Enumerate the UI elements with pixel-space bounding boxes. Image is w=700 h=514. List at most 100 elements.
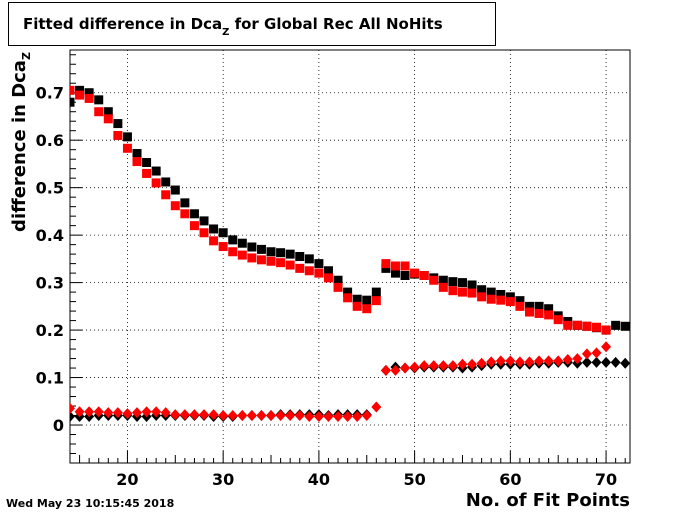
data-point-square bbox=[70, 97, 75, 107]
data-point-diamond bbox=[371, 401, 382, 413]
data-point-square bbox=[170, 201, 180, 211]
data-point-diamond bbox=[581, 348, 592, 360]
data-point-square bbox=[477, 292, 487, 302]
data-point-diamond bbox=[447, 360, 458, 372]
data-point-diamond bbox=[610, 356, 621, 368]
data-point-square bbox=[209, 224, 219, 234]
data-point-square bbox=[410, 268, 420, 278]
data-point-square bbox=[362, 295, 372, 305]
data-point-square bbox=[467, 280, 477, 290]
data-point-diamond bbox=[70, 402, 75, 414]
chart-title-main: Fitted difference in Dca bbox=[23, 15, 223, 33]
x-tick-label: 50 bbox=[403, 470, 425, 489]
data-point-square bbox=[371, 287, 381, 297]
grid-lines bbox=[70, 50, 630, 463]
data-point-square bbox=[371, 296, 381, 306]
data-point-square bbox=[390, 268, 400, 278]
data-point-square bbox=[142, 168, 152, 178]
data-point-diamond bbox=[476, 357, 487, 369]
data-point-square bbox=[333, 275, 343, 285]
data-point-diamond bbox=[581, 356, 592, 368]
data-point-square bbox=[199, 228, 209, 238]
data-point-diamond bbox=[199, 409, 210, 421]
data-point-square bbox=[524, 301, 534, 311]
data-point-square bbox=[419, 270, 429, 280]
data-point-square bbox=[161, 190, 171, 200]
x-axis-label: No. of Fit Points bbox=[465, 490, 630, 511]
data-point-diamond bbox=[323, 410, 334, 422]
data-point-square bbox=[237, 238, 247, 248]
data-point-square bbox=[333, 282, 343, 292]
data-point-diamond bbox=[304, 410, 315, 422]
y-tick-label: 0 bbox=[53, 416, 64, 435]
data-point-square bbox=[218, 242, 228, 252]
data-point-diamond bbox=[390, 364, 401, 376]
data-point-square bbox=[113, 119, 123, 129]
data-point-square bbox=[611, 320, 621, 330]
plot-frame bbox=[69, 49, 631, 464]
data-point-diamond bbox=[361, 410, 372, 422]
data-point-square bbox=[237, 250, 247, 260]
data-point-square bbox=[524, 307, 534, 317]
data-point-square bbox=[228, 247, 238, 257]
data-point-square bbox=[544, 310, 554, 320]
data-point-square bbox=[285, 249, 295, 259]
data-point-square bbox=[448, 286, 458, 296]
data-point-square bbox=[151, 178, 161, 188]
data-point-diamond bbox=[505, 355, 516, 367]
data-point-square bbox=[381, 259, 391, 269]
data-point-square bbox=[515, 301, 525, 311]
data-point-square bbox=[103, 114, 113, 124]
data-point-square bbox=[295, 263, 305, 273]
data-point-square bbox=[400, 270, 410, 280]
data-point-square bbox=[352, 294, 362, 304]
data-point-diamond bbox=[457, 358, 468, 370]
data-point-square bbox=[218, 228, 228, 238]
x-tick-label: 20 bbox=[116, 470, 138, 489]
data-point-diamond bbox=[160, 407, 171, 419]
data-point-square bbox=[496, 295, 506, 305]
data-point-diamond bbox=[93, 406, 104, 418]
data-point-square bbox=[276, 248, 286, 258]
data-point-diamond bbox=[170, 409, 181, 421]
data-point-square bbox=[266, 247, 276, 257]
data-point-diamond bbox=[467, 358, 478, 370]
data-point-square bbox=[75, 90, 85, 100]
data-point-square bbox=[247, 253, 257, 263]
y-tick-label: 0.6 bbox=[36, 131, 64, 150]
data-point-diamond bbox=[122, 408, 133, 420]
data-point-diamond bbox=[591, 356, 602, 368]
data-point-diamond bbox=[227, 410, 238, 422]
data-point-square bbox=[534, 301, 544, 311]
data-point-square bbox=[189, 209, 199, 219]
chart-title-box: Fitted difference in DcaZ for Global Rec… bbox=[8, 2, 496, 46]
data-point-square bbox=[122, 143, 132, 153]
x-tick-label: 70 bbox=[595, 470, 617, 489]
data-point-square bbox=[477, 285, 487, 295]
data-point-diamond bbox=[70, 410, 75, 422]
y-tick-label: 0.5 bbox=[36, 179, 64, 198]
y-tick-label: 0.4 bbox=[36, 226, 64, 245]
data-point-square bbox=[343, 293, 353, 303]
data-point-square bbox=[75, 85, 85, 95]
data-point-square bbox=[314, 268, 324, 278]
data-point-square bbox=[572, 320, 582, 330]
data-point-square bbox=[266, 256, 276, 266]
data-point-square bbox=[209, 236, 219, 246]
data-point-square bbox=[400, 261, 410, 271]
data-point-square bbox=[486, 294, 496, 304]
data-point-square bbox=[620, 321, 630, 331]
data-markers bbox=[70, 85, 630, 422]
data-point-diamond bbox=[419, 360, 430, 372]
data-point-square bbox=[515, 296, 525, 306]
data-point-diamond bbox=[534, 355, 545, 367]
chart-title: Fitted difference in DcaZ for Global Rec… bbox=[23, 15, 443, 38]
y-axis-label-main: difference in Dca bbox=[9, 60, 30, 232]
x-tick-label: 30 bbox=[212, 470, 234, 489]
data-point-square bbox=[352, 301, 362, 311]
y-tick-label: 0.2 bbox=[36, 321, 64, 340]
data-point-square bbox=[113, 130, 123, 140]
data-point-square bbox=[390, 261, 400, 271]
data-point-diamond bbox=[218, 410, 229, 422]
data-point-diamond bbox=[151, 406, 162, 418]
